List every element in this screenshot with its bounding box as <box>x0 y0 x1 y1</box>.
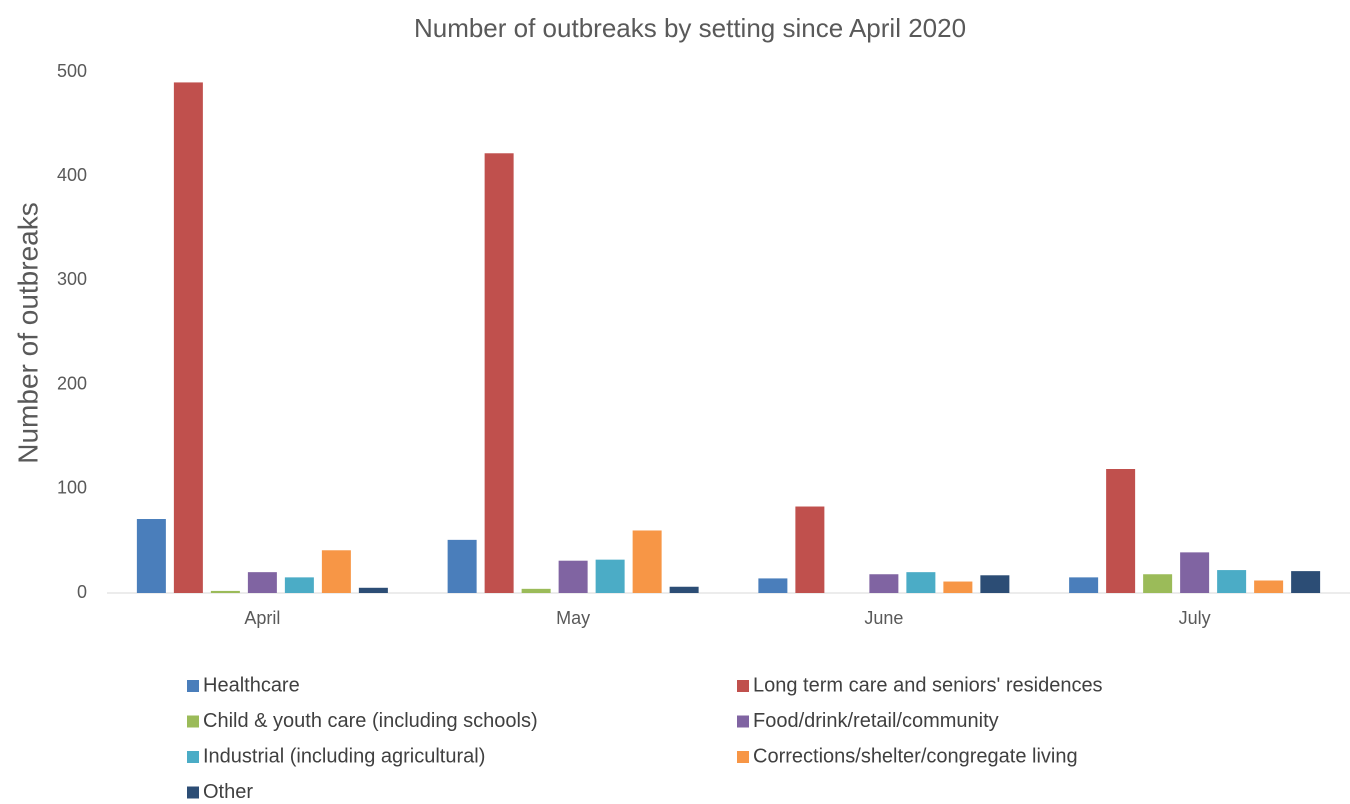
y-tick-label: 500 <box>57 61 87 81</box>
bar <box>247 572 277 593</box>
y-tick-label: 100 <box>57 478 87 498</box>
bar <box>1069 577 1099 593</box>
bar <box>447 539 477 593</box>
legend-swatch <box>187 751 199 763</box>
bar <box>1180 552 1210 593</box>
bar <box>595 559 625 593</box>
bar <box>669 586 699 593</box>
x-tick-label: April <box>244 608 280 628</box>
bar <box>358 587 388 593</box>
legend-swatch <box>737 680 749 692</box>
y-tick-label: 0 <box>77 582 87 602</box>
x-tick-label: July <box>1179 608 1211 628</box>
bar <box>558 560 588 593</box>
bar <box>1254 580 1284 593</box>
legend-label: Industrial (including agricultural) <box>203 745 485 767</box>
legend-label: Long term care and seniors' residences <box>753 674 1103 696</box>
y-tick-label: 200 <box>57 373 87 393</box>
legend-swatch <box>737 751 749 763</box>
legend-swatch <box>187 715 199 728</box>
bar <box>758 578 788 593</box>
legend-swatch <box>187 680 199 692</box>
bar <box>210 590 240 593</box>
bar <box>484 153 514 593</box>
bar <box>173 82 203 594</box>
legend-label: Child & youth care (including schools) <box>203 710 538 732</box>
bar <box>321 550 351 593</box>
bar <box>795 506 825 593</box>
legend-label: Other <box>203 781 253 803</box>
bar <box>521 588 551 593</box>
bar <box>869 574 899 593</box>
bar <box>1291 571 1321 593</box>
bar <box>284 577 314 593</box>
y-axis-label: Number of outbreaks <box>12 202 43 463</box>
legend-label: Healthcare <box>203 674 300 696</box>
x-tick-label: June <box>864 608 903 628</box>
bar <box>943 581 973 593</box>
y-tick-label: 400 <box>57 165 87 185</box>
bar <box>1217 570 1247 593</box>
legend-swatch <box>187 786 199 799</box>
bar <box>632 530 662 593</box>
legend-swatch <box>737 715 749 728</box>
bar <box>980 575 1010 593</box>
bar <box>1106 469 1136 593</box>
chart-title: Number of outbreaks by setting since Apr… <box>414 13 966 43</box>
bar <box>1143 574 1173 593</box>
y-tick-label: 300 <box>57 269 87 289</box>
bar <box>906 572 936 593</box>
legend-label: Food/drink/retail/community <box>753 710 999 732</box>
bar <box>136 519 166 593</box>
legend-label: Corrections/shelter/congregate living <box>753 745 1078 767</box>
x-tick-label: May <box>556 608 590 628</box>
